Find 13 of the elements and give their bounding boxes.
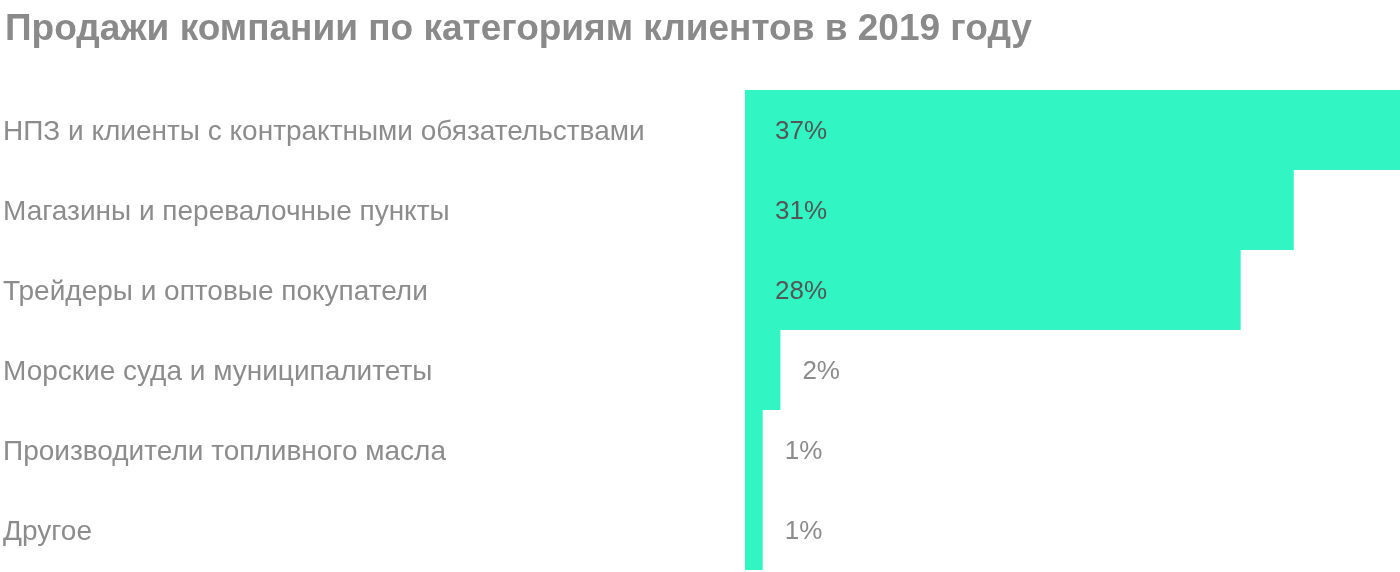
y-tick-label: Магазины и перевалочные пункты [3,194,450,226]
data-label: 1% [784,435,823,465]
data-label: 1% [784,515,823,545]
data-label: 37% [775,115,828,145]
data-label: 31% [775,195,828,225]
y-tick-label: Производители топливного масла [3,434,447,466]
y-tick-label: Другое [3,514,92,546]
chart-title: Продажи компании по категориям клиентов в 2019 году [5,7,1033,48]
data-label: 28% [775,275,828,305]
y-tick-label: Трейдеры и оптовые покупатели [3,274,428,306]
y-tick-label: Морские суда и муниципалитеты [3,354,433,386]
data-label: 2% [802,355,840,385]
y-tick-label: НПЗ и клиенты с контрактными обязательствами [3,114,645,146]
